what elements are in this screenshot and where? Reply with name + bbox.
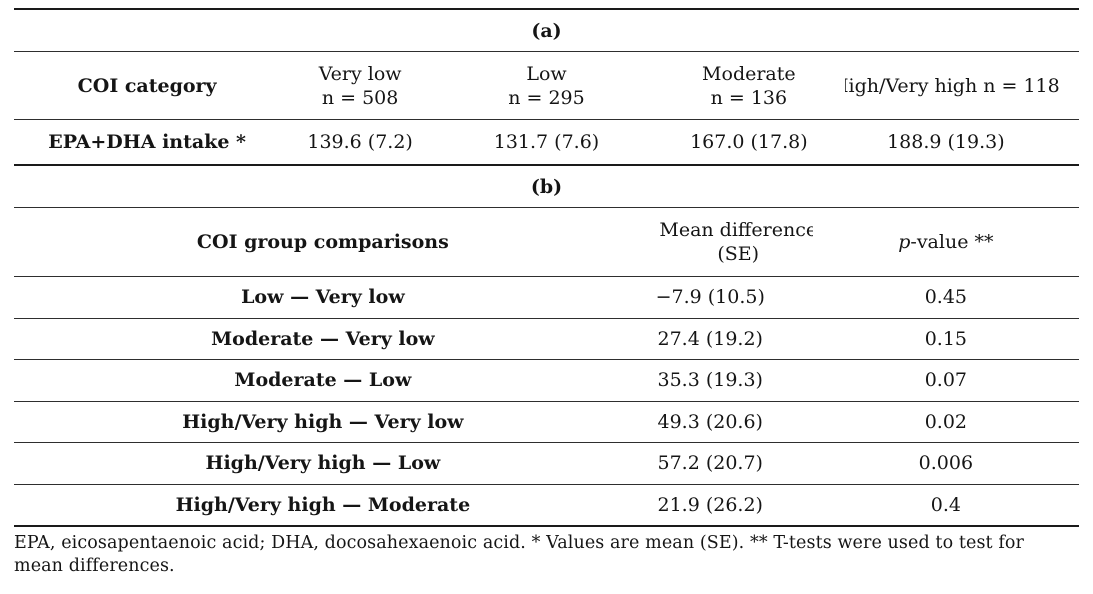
table-b-row: High/Very high — Moderate 21.9 (26.2) 0.…: [14, 484, 1079, 527]
table-b-header-mean-difference: Mean difference (SE): [599, 207, 813, 277]
table-a-header-row: COI category Very low n = 508 Low n = 29…: [14, 51, 1079, 120]
table-a-header-coi-category: COI category: [14, 51, 281, 120]
p-value-cell: 0.006: [812, 442, 1079, 485]
table-b-row: High/Very high — Very low 49.3 (20.6) 0.…: [14, 401, 1079, 443]
table-b-row: Moderate — Very low 27.4 (19.2) 0.15: [14, 318, 1079, 360]
value-cell: 167.0 (17.8): [690, 131, 808, 153]
column-category-label: Very low: [318, 62, 402, 85]
table-a-data-row: EPA+DHA intake * 139.6 (7.2) 131.7 (7.6)…: [14, 120, 1079, 166]
value-cell: 139.6 (7.2): [307, 131, 413, 153]
p-value-cell: 0.02: [812, 401, 1079, 443]
mean-diff-cell: 35.3 (19.3): [599, 359, 813, 402]
mean-diff-cell: −7.9 (10.5): [599, 276, 813, 319]
table-footnote: EPA, eicosapentaenoic acid; DHA, docosah…: [14, 532, 1079, 578]
footnote-line-2: mean differences.: [14, 556, 175, 576]
column-category-label: Low: [526, 62, 567, 85]
table-a-header-moderate: Moderate n = 136: [653, 51, 845, 120]
p-rest: -value **: [910, 231, 994, 253]
comparison-label: High/Very high — Very low: [14, 401, 600, 443]
table-b-row: Low — Very low −7.9 (10.5) 0.45: [14, 276, 1079, 319]
p-value-cell: 0.4: [812, 484, 1079, 527]
table-b-header-p-value: p-value **: [812, 207, 1079, 277]
column-n-label: n = 508: [321, 86, 399, 109]
column-n-label: n = 118: [983, 74, 1060, 97]
comparison-label: Low — Very low: [14, 276, 600, 319]
row-label-epa-dha-intake: EPA+DHA intake *: [48, 131, 246, 153]
value-text: 188.9 (19.3): [887, 131, 1005, 153]
column-n-label: n = 295: [508, 86, 585, 109]
table-a: (a) COI category Very low n = 508 Low n …: [14, 8, 1079, 166]
mean-diff-cell: 27.4 (19.2): [599, 318, 813, 360]
comparison-label: Moderate — Low: [14, 359, 600, 402]
table-b-caption-row: (b): [14, 166, 1079, 208]
footnote-line-1: EPA, eicosapentaenoic acid; DHA, docosah…: [14, 533, 1025, 553]
column-category-label: Moderate: [702, 62, 796, 85]
table-b-row: Moderate — Low 35.3 (19.3) 0.07: [14, 359, 1079, 402]
table-a-caption-row: (a): [14, 9, 1079, 52]
table-b-label: (b): [14, 166, 1079, 208]
mean-diff-cell: 21.9 (26.2): [599, 484, 813, 527]
header-text: COI group comparisons: [196, 231, 449, 253]
mean-diff-cell: 49.3 (20.6): [599, 401, 813, 443]
p-value-cell: 0.15: [812, 318, 1079, 360]
p-value-cell: 0.45: [812, 276, 1079, 319]
column-category-label: High/Very high: [844, 74, 978, 97]
table-b-row: High/Very high — Low 57.2 (20.7) 0.006: [14, 442, 1079, 485]
comparison-label: High/Very high — Low: [14, 442, 600, 485]
table-b-header-row: COI group comparisons Mean difference (S…: [14, 207, 1079, 277]
table-b-header-comparisons: COI group comparisons: [14, 207, 600, 277]
table-a-header-high-very-high: High/Very high n = 118: [844, 51, 1079, 120]
table-a-header-low: Low n = 295: [440, 51, 653, 120]
header-line1: Mean difference: [659, 219, 813, 241]
table-a-header-very-low: Very low n = 508: [280, 51, 440, 120]
header-line2: (SE): [717, 243, 760, 265]
mean-diff-cell: 57.2 (20.7): [599, 442, 813, 485]
comparison-label: High/Very high — Moderate: [14, 484, 600, 527]
p-italic: p: [898, 231, 911, 253]
column-n-label: n = 136: [710, 86, 788, 109]
comparison-label: Moderate — Very low: [14, 318, 600, 360]
table-a-label: (a): [14, 9, 1079, 52]
table-b: (b) COI group comparisons Mean differenc…: [14, 166, 1079, 527]
p-value-cell: 0.07: [812, 359, 1079, 402]
value-cell: 131.7 (7.6): [493, 131, 600, 153]
value-cell: 188.9 (19.3): [845, 120, 1079, 166]
